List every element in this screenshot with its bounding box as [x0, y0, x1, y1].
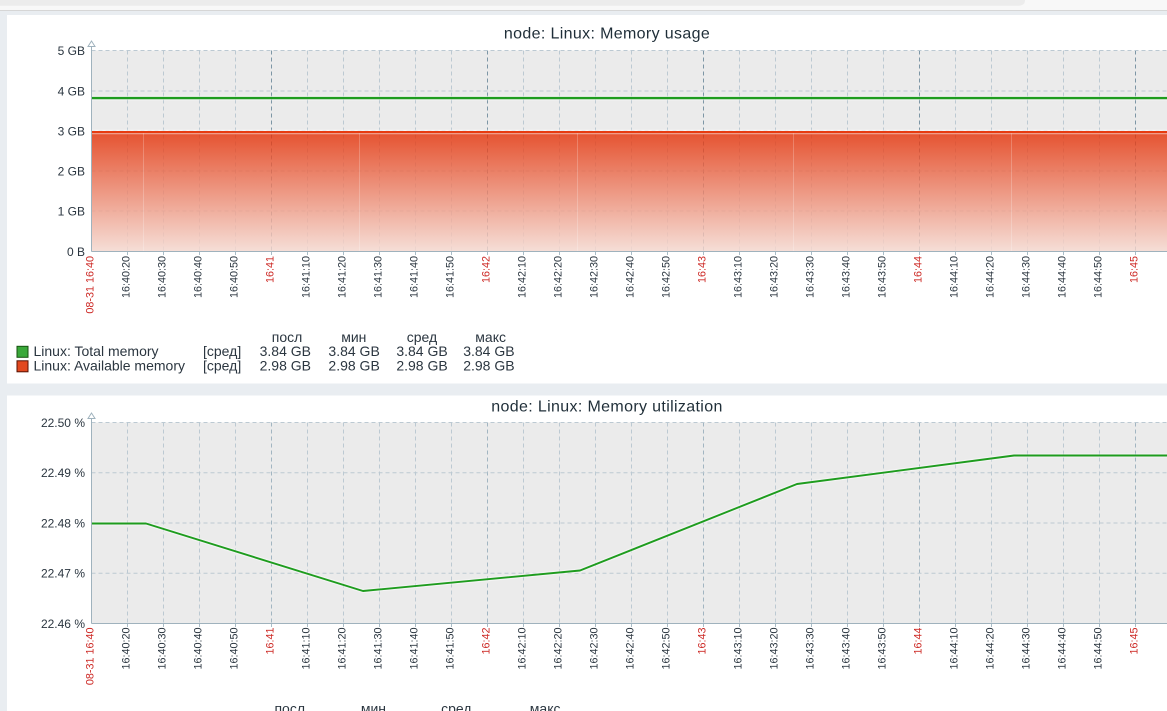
svg-text:22.49 %: 22.49 % — [41, 466, 85, 480]
svg-text:макс: макс — [475, 329, 506, 345]
svg-text:Linux: Total memory: Linux: Total memory — [34, 343, 159, 359]
svg-text:16:43:20: 16:43:20 — [769, 256, 781, 298]
svg-text:16:40:40: 16:40:40 — [193, 628, 205, 670]
svg-text:08-31 16:40: 08-31 16:40 — [85, 256, 97, 314]
svg-text:5 GB: 5 GB — [58, 44, 85, 58]
svg-text:node: Linux: Memory utilizatio: node: Linux: Memory utilization — [491, 399, 722, 416]
svg-text:16:43: 16:43 — [697, 256, 709, 283]
svg-text:16:41:30: 16:41:30 — [373, 628, 385, 670]
svg-text:3 GB: 3 GB — [58, 125, 85, 139]
svg-text:16:40:30: 16:40:30 — [157, 256, 169, 298]
svg-text:22.47 %: 22.47 % — [41, 567, 85, 581]
svg-text:посл: посл — [272, 329, 303, 345]
svg-text:16:42:20: 16:42:20 — [553, 256, 565, 298]
svg-text:макс: макс — [530, 701, 561, 711]
svg-text:сред: сред — [407, 329, 437, 345]
svg-text:16:40:20: 16:40:20 — [121, 628, 133, 670]
svg-text:Linux: Available memory: Linux: Available memory — [34, 358, 185, 374]
svg-text:16:41:40: 16:41:40 — [409, 256, 421, 298]
svg-text:16:43:20: 16:43:20 — [769, 628, 781, 670]
svg-text:16:41:50: 16:41:50 — [445, 256, 457, 298]
svg-text:16:43:10: 16:43:10 — [733, 628, 745, 670]
svg-text:16:43:10: 16:43:10 — [733, 256, 745, 298]
svg-text:16:44:30: 16:44:30 — [1021, 256, 1033, 298]
svg-text:16:44:40: 16:44:40 — [1057, 256, 1069, 298]
svg-text:2.98 GB: 2.98 GB — [396, 358, 447, 374]
svg-text:посл: посл — [274, 701, 305, 711]
svg-text:мин: мин — [361, 701, 386, 711]
svg-text:08-31 16:40: 08-31 16:40 — [85, 628, 97, 686]
svg-text:16:44:10: 16:44:10 — [949, 628, 961, 670]
svg-text:16:42:50: 16:42:50 — [661, 628, 673, 670]
svg-text:3.84 GB: 3.84 GB — [396, 343, 447, 359]
svg-text:16:41:20: 16:41:20 — [337, 628, 349, 670]
svg-text:[сред]: [сред] — [203, 358, 241, 374]
svg-text:16:42:30: 16:42:30 — [589, 256, 601, 298]
svg-text:16:42:40: 16:42:40 — [625, 628, 637, 670]
svg-text:16:44:50: 16:44:50 — [1093, 628, 1105, 670]
svg-text:16:44:20: 16:44:20 — [985, 628, 997, 670]
svg-text:16:41:10: 16:41:10 — [301, 256, 313, 298]
svg-text:мин: мин — [341, 329, 366, 345]
svg-text:16:42:50: 16:42:50 — [661, 256, 673, 298]
svg-text:16:41:50: 16:41:50 — [445, 628, 457, 670]
svg-text:16:41:40: 16:41:40 — [409, 628, 421, 670]
svg-text:16:42:20: 16:42:20 — [553, 628, 565, 670]
svg-text:16:42: 16:42 — [481, 628, 493, 655]
svg-text:16:42:30: 16:42:30 — [589, 628, 601, 670]
svg-text:22.46 %: 22.46 % — [41, 617, 85, 631]
svg-text:16:42:10: 16:42:10 — [517, 628, 529, 670]
svg-text:node: Linux: Memory usage: node: Linux: Memory usage — [504, 26, 710, 43]
svg-text:16:43:40: 16:43:40 — [841, 256, 853, 298]
svg-text:16:44:10: 16:44:10 — [949, 256, 961, 298]
svg-text:0 B: 0 B — [67, 245, 85, 259]
svg-text:16:43:50: 16:43:50 — [877, 628, 889, 670]
svg-text:3.84 GB: 3.84 GB — [260, 343, 311, 359]
svg-text:22.48 %: 22.48 % — [41, 517, 85, 531]
svg-text:16:40:30: 16:40:30 — [157, 628, 169, 670]
svg-text:16:42:40: 16:42:40 — [625, 256, 637, 298]
svg-text:16:40:50: 16:40:50 — [229, 628, 241, 670]
svg-text:16:40:40: 16:40:40 — [193, 256, 205, 298]
svg-text:16:42:10: 16:42:10 — [517, 256, 529, 298]
svg-text:сред: сред — [441, 701, 471, 711]
svg-text:16:44: 16:44 — [913, 256, 925, 283]
svg-text:4 GB: 4 GB — [58, 85, 85, 99]
svg-text:16:44:30: 16:44:30 — [1021, 628, 1033, 670]
svg-text:16:43:30: 16:43:30 — [805, 628, 817, 670]
svg-text:16:41:20: 16:41:20 — [337, 256, 349, 298]
svg-text:2 GB: 2 GB — [58, 165, 85, 179]
svg-text:16:42: 16:42 — [481, 256, 493, 283]
svg-text:16:44:50: 16:44:50 — [1093, 256, 1105, 298]
svg-text:16:41:30: 16:41:30 — [373, 256, 385, 298]
svg-text:2.98 GB: 2.98 GB — [463, 358, 514, 374]
svg-text:2.98 GB: 2.98 GB — [260, 358, 311, 374]
svg-text:16:44: 16:44 — [913, 628, 925, 655]
svg-text:16:43:30: 16:43:30 — [805, 256, 817, 298]
svg-text:16:40:20: 16:40:20 — [121, 256, 133, 298]
svg-text:3.84 GB: 3.84 GB — [463, 343, 514, 359]
svg-text:16:41: 16:41 — [265, 628, 277, 655]
svg-text:16:44:20: 16:44:20 — [985, 256, 997, 298]
svg-text:16:43:50: 16:43:50 — [877, 256, 889, 298]
svg-text:[сред]: [сред] — [203, 343, 241, 359]
svg-text:16:40:50: 16:40:50 — [229, 256, 241, 298]
svg-text:2.98 GB: 2.98 GB — [328, 358, 379, 374]
svg-text:16:41: 16:41 — [265, 256, 277, 283]
svg-text:16:43: 16:43 — [697, 628, 709, 655]
svg-text:1 GB: 1 GB — [58, 205, 85, 219]
svg-text:16:45: 16:45 — [1129, 256, 1141, 283]
svg-text:22.50 %: 22.50 % — [41, 416, 85, 430]
svg-text:16:44:40: 16:44:40 — [1057, 628, 1069, 670]
svg-text:3.84 GB: 3.84 GB — [328, 343, 379, 359]
svg-text:16:45: 16:45 — [1129, 628, 1141, 655]
svg-text:16:43:40: 16:43:40 — [841, 628, 853, 670]
svg-text:16:41:10: 16:41:10 — [301, 628, 313, 670]
